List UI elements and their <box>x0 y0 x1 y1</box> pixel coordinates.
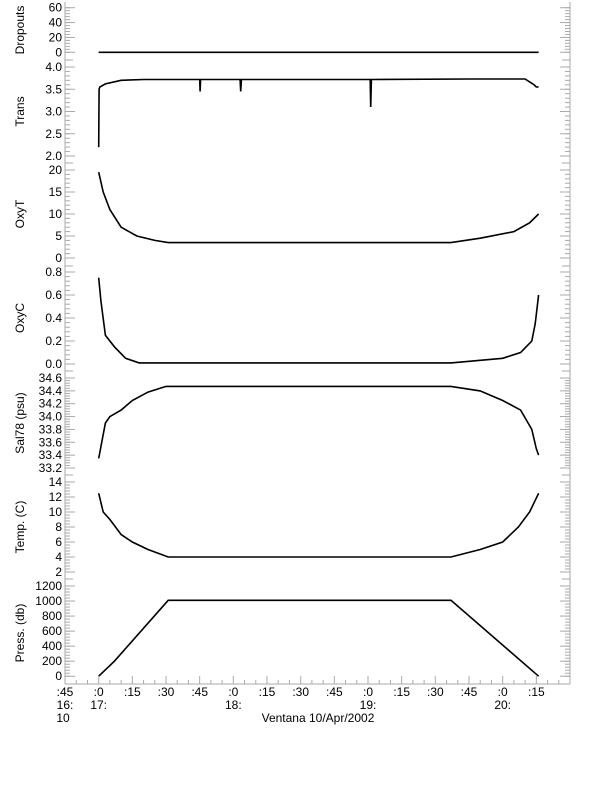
y-tick-label: 0.0 <box>45 357 62 371</box>
series-line <box>97 385 540 459</box>
x-tick-label: :45 <box>57 685 74 699</box>
series-line-raw <box>98 599 539 677</box>
x-tick-label: :15 <box>393 685 410 699</box>
y-axis-label: Trans <box>13 96 27 126</box>
series-line <box>97 492 540 558</box>
y-tick-label: 0 <box>55 669 62 683</box>
series-line-raw <box>98 277 540 364</box>
y-tick-label: 400 <box>42 639 62 653</box>
series-line <box>97 172 540 244</box>
y-tick-label: 0.6 <box>45 288 62 302</box>
y-tick-label: 1000 <box>35 594 62 608</box>
y-tick-label: 1200 <box>35 579 62 593</box>
y-axis-label: Dropouts <box>13 6 27 55</box>
y-tick-label: 600 <box>42 624 62 638</box>
y-tick-label: 33.2 <box>39 461 63 475</box>
day-label: 10 <box>56 711 70 725</box>
x-tick-label: :45 <box>326 685 343 699</box>
y-tick-label: 0.8 <box>45 265 62 279</box>
y-tick-label: 0.4 <box>45 311 62 325</box>
series-line <box>97 78 539 148</box>
x-tick-label: :0 <box>228 685 238 699</box>
hour-label: 16: <box>57 698 74 712</box>
y-tick-label: 0 <box>55 251 62 265</box>
x-tick-label: :30 <box>427 685 444 699</box>
y-tick-label: 60 <box>49 1 63 15</box>
y-tick-label: 34.2 <box>39 397 63 411</box>
y-tick-label: 10 <box>49 207 63 221</box>
y-tick-label: 2.5 <box>45 127 62 141</box>
x-tick-label: :30 <box>158 685 175 699</box>
x-tick-label: :30 <box>292 685 309 699</box>
y-tick-label: 4 <box>55 550 62 564</box>
series-line-raw <box>98 493 540 558</box>
y-tick-label: 200 <box>42 654 62 668</box>
y-tick-label: 2.0 <box>45 149 62 163</box>
hour-label: 20: <box>494 698 511 712</box>
y-tick-label: 34.0 <box>39 410 63 424</box>
y-tick-label: 20 <box>49 163 63 177</box>
y-tick-label: 2 <box>55 565 62 579</box>
series-line <box>97 277 540 364</box>
y-tick-label: 14 <box>49 475 63 489</box>
x-tick-label: :45 <box>191 685 208 699</box>
y-tick-label: 33.6 <box>39 435 63 449</box>
y-tick-label: 15 <box>49 185 63 199</box>
series-line-raw <box>98 172 539 244</box>
x-tick-label: :0 <box>94 685 104 699</box>
y-tick-label: 12 <box>49 490 63 504</box>
series-line-raw <box>98 78 539 148</box>
y-axis-label: Sal78 (psu) <box>13 392 27 453</box>
y-tick-label: 0.2 <box>45 334 62 348</box>
y-tick-label: 4.0 <box>45 60 62 74</box>
y-tick-label: 20 <box>49 30 63 44</box>
y-tick-label: 3.5 <box>45 82 62 96</box>
y-tick-label: 33.4 <box>39 448 63 462</box>
y-tick-label: 5 <box>55 229 62 243</box>
y-tick-label: 800 <box>42 609 62 623</box>
y-tick-label: 6 <box>55 535 62 549</box>
series-line-raw <box>98 385 540 459</box>
hour-label: 17: <box>90 698 107 712</box>
hour-label: 19: <box>360 698 377 712</box>
y-tick-label: 3.0 <box>45 105 62 119</box>
y-tick-label: 34.6 <box>39 371 63 385</box>
y-tick-label: 40 <box>49 16 63 30</box>
y-tick-label: 33.8 <box>39 422 63 436</box>
y-tick-label: 8 <box>55 520 62 534</box>
x-tick-label: :0 <box>498 685 508 699</box>
y-axis-label: OxyC <box>13 303 27 333</box>
hour-label: 18: <box>225 698 242 712</box>
series-line <box>98 599 540 677</box>
y-tick-label: 10 <box>49 505 63 519</box>
x-tick-label: :15 <box>124 685 141 699</box>
x-tick-label: :15 <box>259 685 276 699</box>
y-axis-label: Temp. (C) <box>13 501 27 554</box>
x-tick-label: :15 <box>528 685 545 699</box>
y-axis-label: OxyT <box>13 199 27 228</box>
y-tick-label: 34.4 <box>39 384 63 398</box>
y-tick-label: 0 <box>55 45 62 59</box>
x-tick-label: :45 <box>461 685 478 699</box>
x-tick-label: :0 <box>363 685 373 699</box>
y-axis-label: Press. (db) <box>13 604 27 663</box>
chart-title: Ventana 10/Apr/2002 <box>262 711 375 725</box>
